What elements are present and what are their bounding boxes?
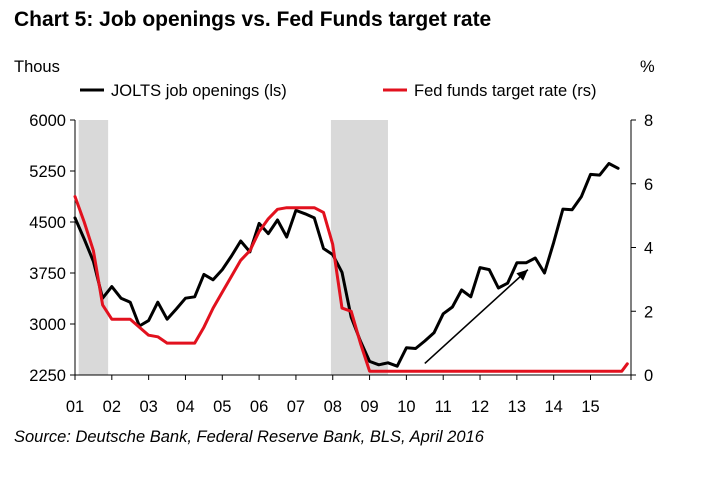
x-tick-label: 08 bbox=[324, 398, 342, 416]
annotations bbox=[424, 269, 529, 365]
source-note: Source: Deutsche Bank, Federal Reserve B… bbox=[14, 428, 484, 446]
legend: JOLTS job openings (ls) Fed funds target… bbox=[80, 82, 597, 100]
left-tick-label: 5250 bbox=[29, 163, 66, 181]
chart-title: Chart 5: Job openings vs. Fed Funds targ… bbox=[14, 8, 492, 31]
right-tick-label: 8 bbox=[644, 112, 653, 130]
legend-label-jolts: JOLTS job openings (ls) bbox=[111, 82, 287, 100]
x-tick-label: 13 bbox=[508, 398, 526, 416]
x-tick-label: 06 bbox=[250, 398, 268, 416]
x-tick-label: 03 bbox=[139, 398, 157, 416]
right-tick-label: 2 bbox=[644, 303, 653, 321]
left-tick-label: 4500 bbox=[29, 214, 66, 232]
series-lines bbox=[73, 162, 629, 373]
x-tick-label: 04 bbox=[176, 398, 194, 416]
recession-band-2 bbox=[330, 120, 388, 375]
fed-funds-series-line bbox=[73, 195, 629, 373]
recession-bands bbox=[78, 120, 388, 375]
trend-arrow-head bbox=[516, 269, 528, 281]
x-tick-label: 10 bbox=[397, 398, 415, 416]
jolts-series-line bbox=[73, 162, 620, 368]
x-tick-label: 09 bbox=[360, 398, 378, 416]
x-tick-label: 12 bbox=[471, 398, 489, 416]
right-axis-ticks: 8 6 4 2 0 bbox=[631, 112, 653, 385]
x-tick-label: 07 bbox=[287, 398, 305, 416]
left-tick-label: 6000 bbox=[29, 112, 66, 130]
x-tick-label: 14 bbox=[544, 398, 562, 416]
trend-arrow-shaft bbox=[424, 269, 529, 365]
x-tick-label: 15 bbox=[581, 398, 599, 416]
left-axis-ticks: 6000 5250 4500 3750 3000 2250 bbox=[29, 112, 75, 385]
x-axis-ticks: 01 02 03 04 05 06 07 08 09 10 11 12 13 14 15 bbox=[66, 375, 632, 416]
x-tick-label: 01 bbox=[66, 398, 84, 416]
left-tick-label: 2250 bbox=[29, 367, 66, 385]
left-tick-label: 3000 bbox=[29, 316, 66, 334]
left-tick-label: 3750 bbox=[29, 265, 66, 283]
right-axis-unit-label: % bbox=[640, 58, 655, 76]
legend-label-fed: Fed funds target rate (rs) bbox=[414, 82, 597, 100]
trend-arrow bbox=[424, 269, 529, 365]
right-tick-label: 0 bbox=[644, 367, 653, 385]
right-tick-label: 6 bbox=[644, 176, 653, 194]
left-axis-unit-label: Thous bbox=[14, 58, 60, 76]
right-tick-label: 4 bbox=[644, 240, 653, 258]
x-tick-label: 11 bbox=[435, 398, 452, 416]
x-tick-label: 02 bbox=[103, 398, 121, 416]
x-tick-label: 05 bbox=[213, 398, 231, 416]
